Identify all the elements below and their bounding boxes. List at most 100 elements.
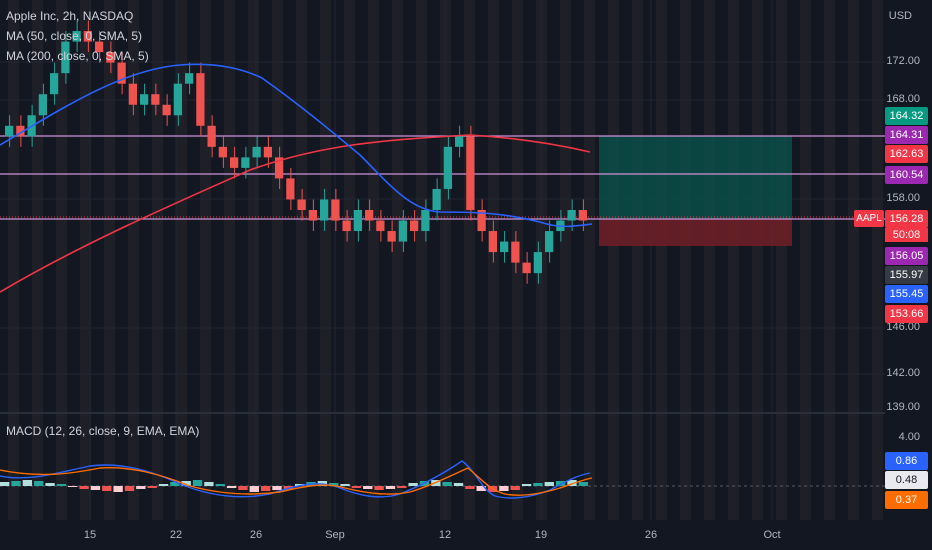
candle-body	[5, 125, 14, 137]
macd-bar	[0, 482, 10, 486]
y-axis-label: 158.00	[886, 192, 920, 204]
candle-body	[162, 104, 171, 116]
y-axis-label: 142.00	[886, 367, 920, 379]
macd-bar	[465, 486, 475, 489]
macd-bar	[340, 484, 350, 486]
macd-line	[0, 460, 591, 499]
macd-bar	[385, 486, 396, 489]
macd-badge: 0.86	[885, 452, 928, 470]
candle-body	[320, 199, 329, 221]
macd-bar	[11, 481, 21, 486]
candle-body	[511, 241, 520, 263]
candle-body	[533, 252, 542, 274]
ma200-legend[interactable]: MA (200, close, 0, SMA, 5)	[6, 49, 149, 63]
x-axis-label: 19	[534, 529, 548, 541]
session-stripe	[80, 0, 91, 520]
session-stripe	[104, 0, 115, 520]
ma50-legend[interactable]: MA (50, close, 0, SMA, 5)	[6, 29, 143, 43]
macd-histogram	[0, 480, 588, 492]
candle-body	[61, 41, 70, 74]
ma50-line	[0, 63, 593, 228]
candle-body	[230, 157, 239, 168]
macd-bar	[124, 486, 135, 491]
price-badge: 153.66	[885, 305, 928, 323]
candle-body	[421, 210, 430, 232]
session-stripe	[464, 0, 475, 520]
y-axis-label: 168.00	[886, 93, 920, 105]
session-stripe	[680, 0, 691, 520]
macd-bar	[374, 486, 384, 490]
session-stripe	[152, 0, 163, 520]
session-stripe	[368, 0, 379, 520]
session-stripe	[272, 0, 283, 520]
candle-body	[252, 146, 261, 158]
candle-body	[500, 241, 509, 253]
candle-body	[522, 262, 531, 274]
macd-bar	[397, 486, 407, 488]
candle-body	[50, 73, 59, 95]
macd-bar	[260, 486, 271, 491]
candle-body	[173, 83, 182, 116]
symbol-title[interactable]: Apple Inc, 2h, NASDAQ	[6, 9, 134, 23]
candle-body	[83, 31, 92, 42]
candle-body	[342, 220, 351, 232]
candle-body	[106, 52, 115, 63]
macd-bar	[90, 486, 101, 490]
candle-body	[151, 94, 160, 105]
macd-bar	[555, 481, 566, 486]
candle-body	[218, 146, 227, 158]
macd-bar	[510, 486, 520, 490]
session-stripe	[824, 0, 835, 520]
x-axis-label: 26	[644, 529, 658, 541]
candle-body	[297, 199, 306, 210]
candle-body	[95, 41, 104, 53]
candle-body	[185, 73, 194, 84]
price-badge: 164.32	[885, 107, 928, 125]
candle-body	[466, 136, 475, 210]
macd-bar	[34, 481, 44, 486]
x-axis-label: 26	[249, 529, 263, 541]
session-stripe	[392, 0, 403, 520]
price-badge: 156.28	[885, 210, 928, 228]
price-badge: 156.05	[885, 247, 928, 265]
session-stripe	[656, 0, 667, 520]
x-axis-label: 12	[438, 529, 452, 541]
price-badge: 155.97	[885, 266, 928, 284]
candle-body	[275, 157, 284, 179]
macd-bar	[329, 483, 339, 486]
profit-zone	[599, 136, 792, 219]
candle-body	[387, 231, 396, 242]
macd-bar	[453, 483, 464, 486]
session-stripe	[704, 0, 715, 520]
session-stripe	[752, 0, 763, 520]
candle-body	[117, 62, 126, 84]
currency-label[interactable]: USD	[888, 10, 912, 22]
session-stripe	[584, 0, 595, 520]
macd-badge: 0.37	[885, 491, 928, 509]
price-badge: 155.45	[885, 285, 928, 303]
price-badge: 160.54	[885, 166, 928, 184]
y-axis-label: 139.00	[886, 401, 920, 413]
macd-bar	[113, 486, 123, 492]
session-stripe	[200, 0, 211, 520]
session-stripe	[248, 0, 259, 520]
candle-body	[140, 94, 149, 105]
macd-bar	[283, 486, 293, 489]
macd-bar	[363, 486, 373, 489]
session-stripe	[800, 0, 811, 520]
session-stripe	[224, 0, 235, 520]
session-stripe	[128, 0, 139, 520]
session-stripe	[848, 0, 859, 520]
candle-body	[376, 220, 385, 232]
session-stripe	[632, 0, 643, 520]
macd-bar	[476, 486, 486, 491]
candle-body	[308, 210, 317, 221]
y-axis-label: 146.00	[886, 321, 920, 333]
candle-body	[72, 31, 81, 42]
candle-body	[128, 83, 137, 105]
session-stripe	[176, 0, 187, 520]
candle-body	[432, 188, 441, 210]
macd-legend[interactable]: MACD (12, 26, close, 9, EMA, EMA)	[6, 424, 200, 438]
macd-bar	[181, 481, 191, 486]
